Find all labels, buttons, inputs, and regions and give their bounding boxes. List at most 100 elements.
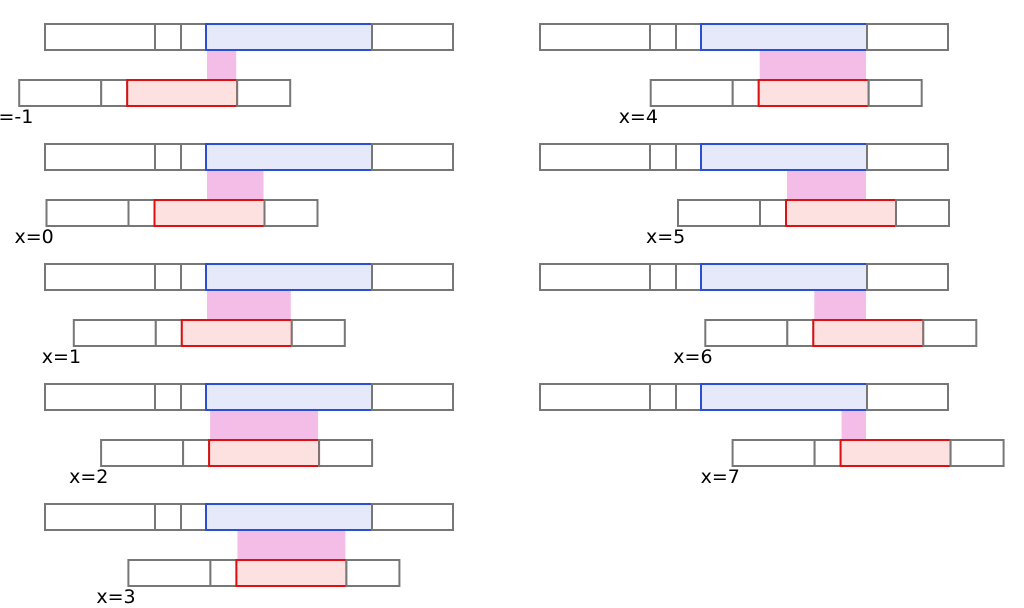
reference-cell-left: [539, 23, 651, 51]
reference-cell-right: [371, 23, 454, 51]
reference-cell: [180, 503, 207, 531]
shifted-cell-left: [649, 79, 734, 107]
shifted-segment: [757, 79, 870, 107]
reference-segment: [205, 23, 373, 51]
reference-cell: [649, 23, 677, 51]
shifted-cell: [154, 319, 183, 347]
reference-cell: [154, 503, 182, 531]
shift-label: x=3: [96, 586, 135, 608]
shifted-cell: [731, 79, 760, 107]
shift-panel: x=-1: [0, 23, 454, 128]
reference-segment: [700, 263, 868, 291]
shifted-cell-right: [867, 79, 923, 107]
reference-cell: [675, 263, 702, 291]
shift-label: x=0: [15, 226, 54, 248]
shifted-cell-left: [45, 199, 130, 227]
reference-cell: [675, 143, 702, 171]
reference-cell: [675, 383, 702, 411]
reference-cell-left: [44, 23, 156, 51]
shifted-cell: [100, 79, 129, 107]
reference-cell-right: [371, 503, 454, 531]
shift-panel: x=5: [539, 143, 950, 248]
reference-cell: [649, 143, 677, 171]
shifted-segment: [235, 559, 348, 587]
shift-label: x=2: [69, 466, 108, 488]
shifted-cell-left: [127, 559, 212, 587]
shifted-segment: [208, 439, 321, 467]
shifted-cell-right: [318, 439, 374, 467]
reference-cell-right: [866, 23, 949, 51]
shifted-cell: [127, 199, 156, 227]
overlap-region: [787, 171, 866, 200]
shift-panel: x=1: [42, 263, 454, 368]
shift-label: x=6: [673, 346, 712, 368]
reference-cell-left: [539, 383, 651, 411]
reference-cell: [154, 143, 182, 171]
reference-segment: [700, 23, 868, 51]
shifted-segment: [785, 199, 897, 227]
shifted-segment: [126, 79, 239, 107]
shift-panel: x=0: [15, 143, 454, 248]
reference-segment: [205, 263, 373, 291]
reference-cell: [180, 263, 207, 291]
shifted-segment: [812, 319, 925, 347]
shifted-segment: [153, 199, 266, 227]
shift-panel: x=7: [539, 383, 1005, 488]
shift-label: x=4: [619, 106, 658, 128]
shifted-cell: [813, 439, 842, 467]
reference-cell: [154, 23, 182, 51]
reference-cell-left: [539, 263, 651, 291]
reference-cell-right: [371, 383, 454, 411]
reference-cell-left: [44, 503, 156, 531]
reference-segment: [700, 383, 868, 411]
reference-cell: [180, 143, 207, 171]
reference-segment: [700, 143, 868, 171]
overlap-region: [210, 411, 319, 440]
reference-cell: [180, 383, 207, 411]
reference-cell-left: [539, 143, 651, 171]
shifted-cell: [209, 559, 238, 587]
shift-label: x=7: [701, 466, 740, 488]
reference-segment: [205, 383, 373, 411]
shifted-cell: [182, 439, 211, 467]
overlap-region: [207, 51, 237, 80]
overlap-region: [841, 411, 866, 440]
shifted-cell-right: [949, 439, 1005, 467]
reference-segment: [205, 143, 373, 171]
shift-panel: x=2: [44, 383, 454, 488]
reference-cell-right: [866, 143, 949, 171]
overlap-region: [759, 51, 866, 80]
reference-segment: [205, 503, 373, 531]
shift-panel: x=4: [539, 23, 949, 128]
shifted-cell-right: [236, 79, 292, 107]
shift-panel: x=6: [539, 263, 978, 368]
shifted-cell-left: [677, 199, 761, 227]
overlap-region: [207, 291, 291, 320]
shifted-cell-left: [18, 79, 103, 107]
shift-label: x=-1: [0, 106, 33, 128]
reference-cell: [154, 263, 182, 291]
shift-label: x=5: [646, 226, 685, 248]
overlap-region: [814, 291, 866, 320]
shifted-segment: [180, 319, 293, 347]
shifted-cell-right: [895, 199, 950, 227]
shift-label: x=1: [42, 346, 81, 368]
shifted-cell-right: [345, 559, 401, 587]
shifted-cell-left: [72, 319, 157, 347]
reference-cell-right: [371, 263, 454, 291]
reference-cell-right: [866, 263, 949, 291]
reference-cell-right: [371, 143, 454, 171]
shifted-cell: [759, 199, 787, 227]
overlap-region: [237, 531, 346, 560]
reference-cell: [649, 263, 677, 291]
reference-cell: [154, 383, 182, 411]
shifted-cell-left: [704, 319, 789, 347]
shifted-cell-left: [100, 439, 185, 467]
shifted-cell-right: [263, 199, 319, 227]
overlap-region: [207, 171, 264, 200]
reference-cell: [180, 23, 207, 51]
reference-cell: [675, 23, 702, 51]
shifted-cell: [786, 319, 815, 347]
reference-cell-left: [44, 263, 156, 291]
